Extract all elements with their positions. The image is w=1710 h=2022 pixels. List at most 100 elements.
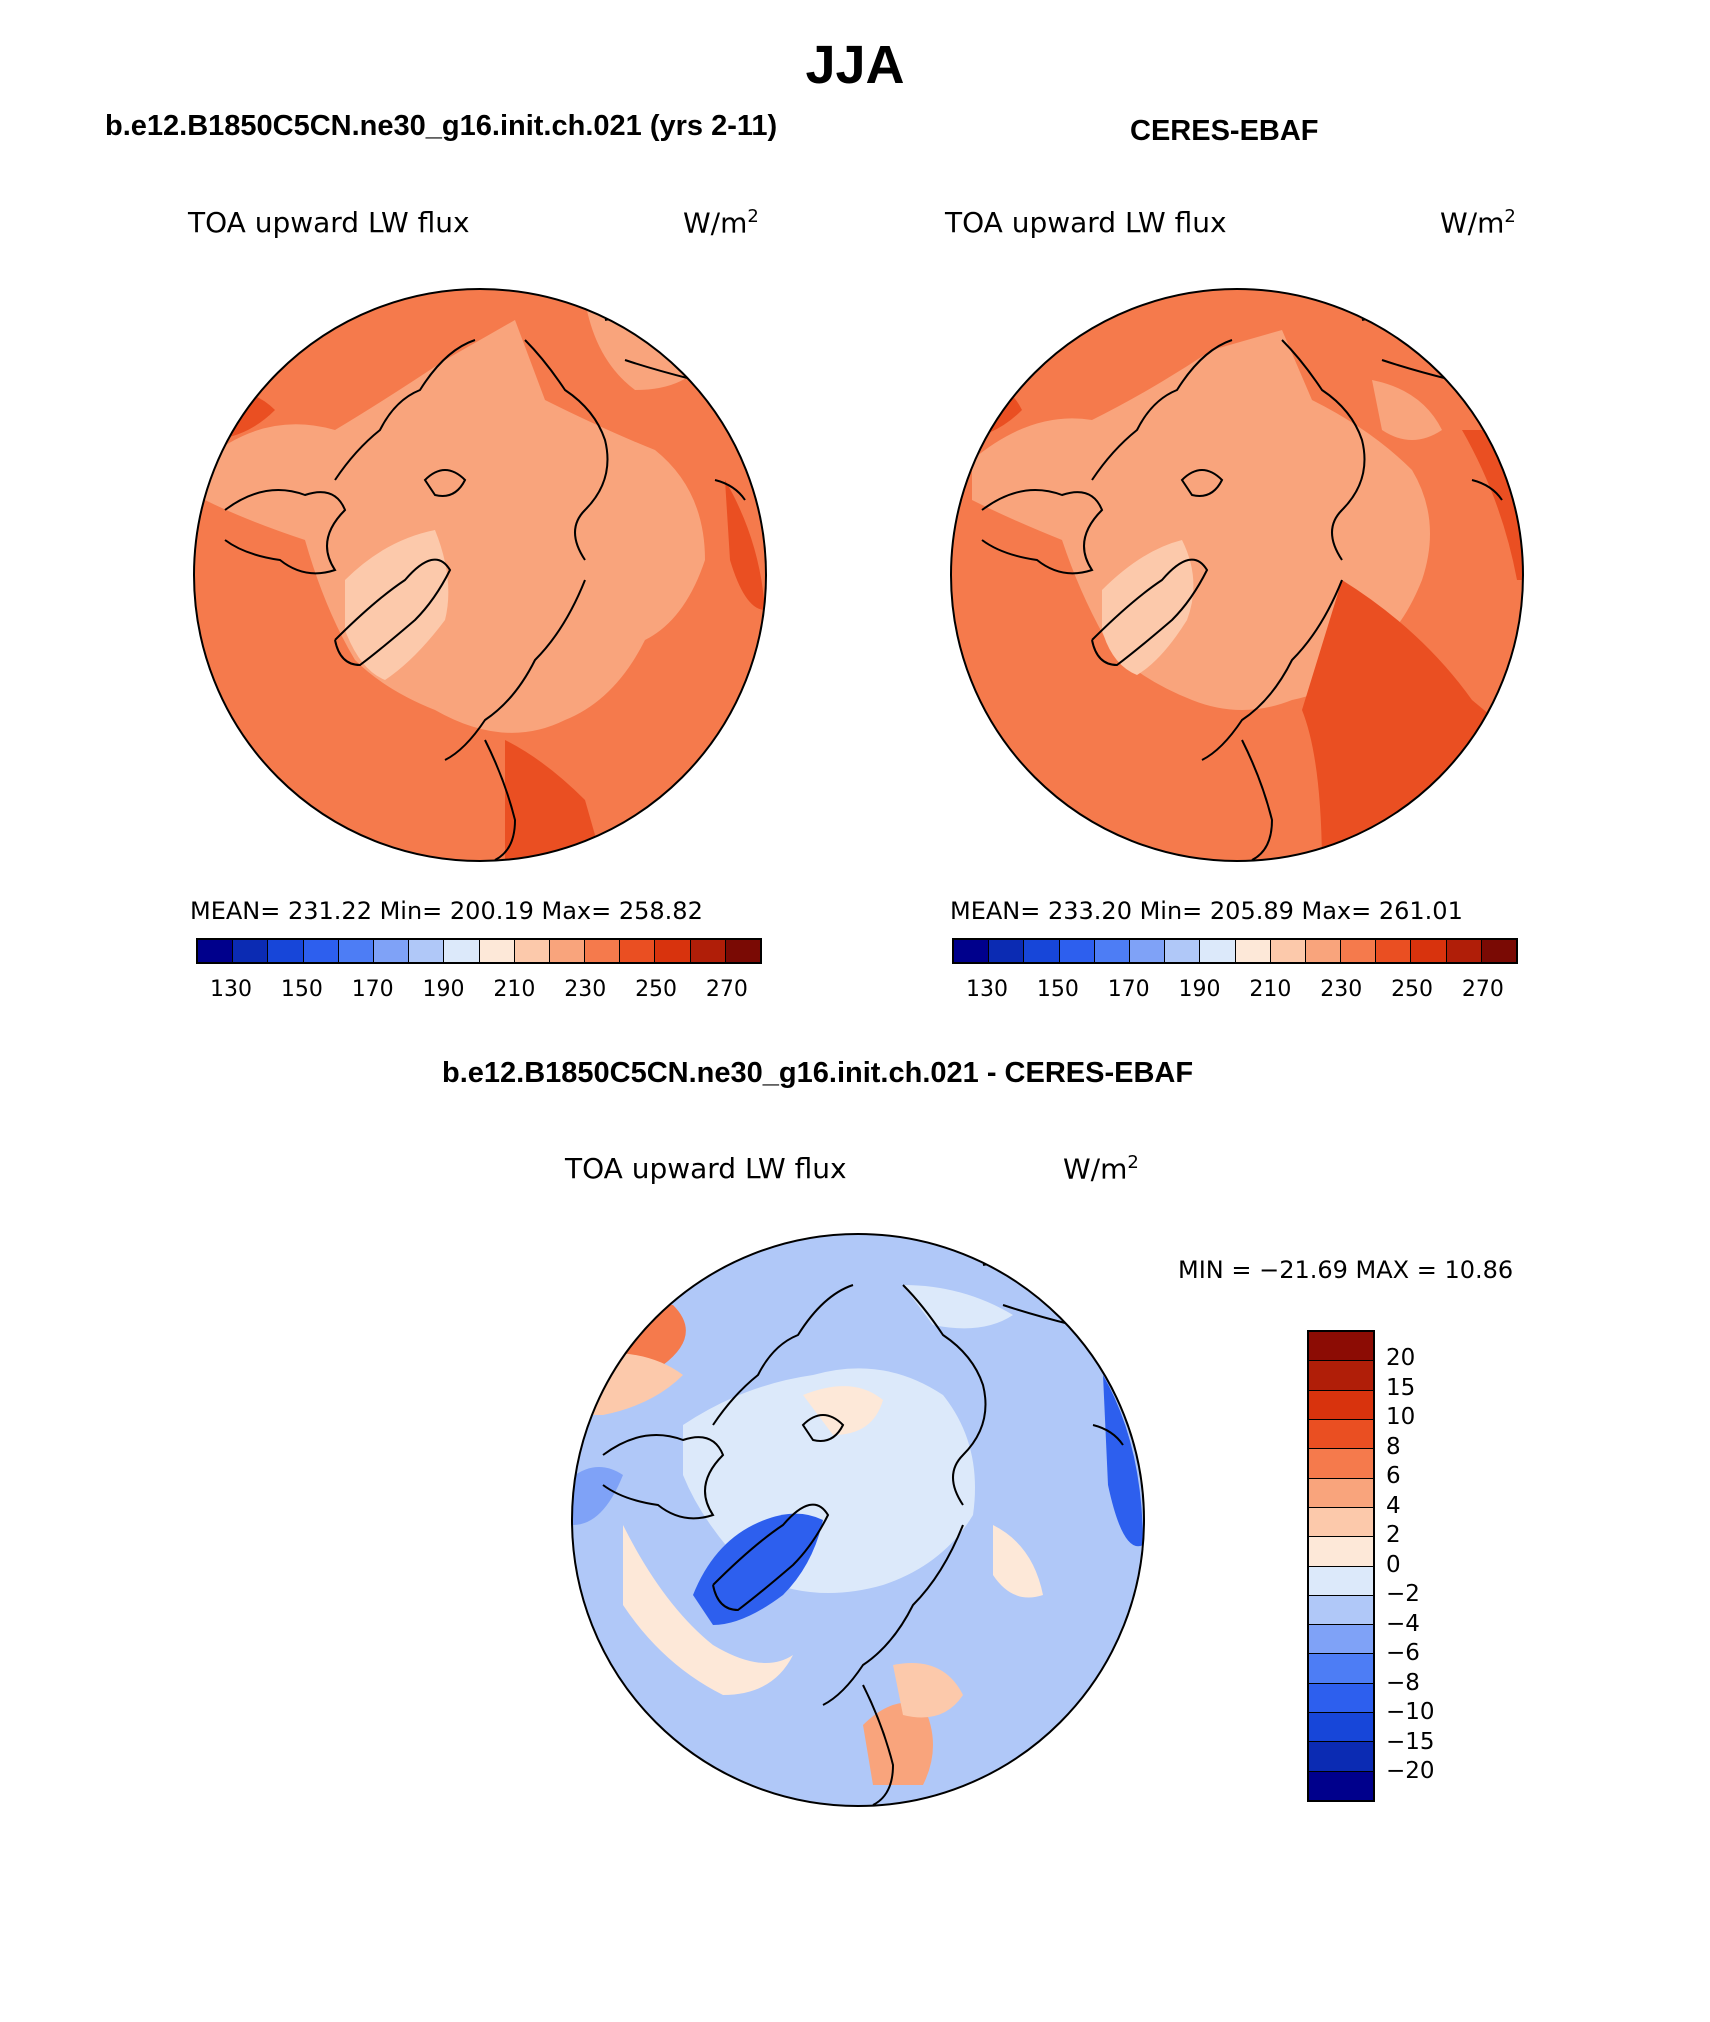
colorbar-swatch — [1309, 1566, 1373, 1596]
colorbar-swatch — [1309, 1478, 1373, 1508]
colorbar-swatch — [620, 940, 656, 962]
colorbar-swatch — [1129, 940, 1166, 962]
units-label-obs: W/m2 — [1440, 206, 1516, 240]
figure-title: JJA — [805, 35, 905, 95]
polar-map-obs — [950, 288, 1524, 862]
colorbar-level-label: −10 — [1386, 1699, 1435, 1725]
colorbar-swatch — [1411, 940, 1447, 962]
colorbar-swatch — [655, 940, 691, 962]
colorbar-swatch — [233, 940, 269, 962]
colorbar-tick-label: 230 — [1320, 977, 1363, 1002]
colorbar-swatch — [549, 940, 586, 962]
colorbar-level-label: 20 — [1386, 1345, 1416, 1371]
colorbar-tick-label: 270 — [1461, 977, 1504, 1002]
units-label-difference: W/m2 — [1063, 1152, 1139, 1186]
colorbar-swatch — [1165, 940, 1201, 962]
colorbar-level-label: 15 — [1386, 1374, 1416, 1401]
colorbar-level-label: 6 — [1386, 1463, 1401, 1489]
colorbar-swatch — [198, 940, 234, 962]
colorbar-level-label: −15 — [1386, 1728, 1435, 1755]
colorbar-swatch — [1309, 1713, 1373, 1743]
colorbar-difference — [1307, 1330, 1375, 1802]
colorbar-ticks-obs: 130 150 170 190 210 230 250 270 — [966, 977, 1504, 1002]
colorbar-tick-label: 210 — [1249, 977, 1292, 1002]
variable-label-obs: TOA upward LW flux — [945, 206, 1227, 239]
colorbar-tick-label: 170 — [1107, 977, 1150, 1002]
colorbar-swatch — [409, 940, 445, 962]
units-label-model: W/m2 — [683, 206, 759, 240]
colorbar-tick-label: 250 — [1391, 977, 1434, 1002]
colorbar-tick-label: 190 — [1178, 977, 1221, 1002]
colorbar-swatch — [1309, 1419, 1373, 1450]
stats-obs: MEAN= 233.20 Min= 205.89 Max= 261.01 — [950, 897, 1463, 925]
colorbar-swatch — [303, 940, 339, 962]
colorbar-level-label: 2 — [1386, 1522, 1401, 1548]
colorbar-swatch — [514, 940, 550, 962]
colorbar-swatch — [1309, 1449, 1373, 1479]
panel-title-model: b.e12.B1850C5CN.ne30_g16.init.ch.021 (yr… — [105, 110, 778, 142]
colorbar-swatch — [1309, 1683, 1373, 1714]
colorbar-model — [196, 938, 762, 964]
colorbar-swatch — [479, 940, 515, 962]
colorbar-swatch — [1309, 1390, 1373, 1420]
colorbar-level-label: 10 — [1386, 1404, 1416, 1430]
colorbar-swatch — [1200, 940, 1236, 962]
colorbar-swatch — [1309, 1507, 1373, 1538]
colorbar-swatch — [585, 940, 621, 962]
colorbar-swatch — [1309, 1742, 1373, 1772]
panel-title-obs: CERES-EBAF — [1130, 115, 1319, 147]
colorbar-swatch — [1305, 940, 1342, 962]
colorbar-level-label: 8 — [1386, 1433, 1401, 1460]
colorbar-tick-label: 250 — [635, 977, 678, 1002]
colorbar-swatch — [1235, 940, 1271, 962]
colorbar-swatch — [1481, 940, 1516, 962]
colorbar-level-label: 0 — [1386, 1551, 1401, 1578]
colorbar-tick-label: 130 — [210, 977, 252, 1002]
colorbar-swatch — [1309, 1537, 1373, 1567]
colorbar-tick-label: 230 — [564, 977, 607, 1002]
colorbar-swatch — [989, 940, 1025, 962]
colorbar-swatch — [338, 940, 374, 962]
colorbar-swatch — [954, 940, 990, 962]
stats-difference: MIN = −21.69 MAX = 10.86 — [1178, 1256, 1514, 1284]
colorbar-swatch — [1446, 940, 1482, 962]
colorbar-level-label: −20 — [1386, 1758, 1435, 1784]
colorbar-swatch — [444, 940, 480, 962]
colorbar-obs — [952, 938, 1518, 964]
colorbar-level-label: −4 — [1386, 1610, 1420, 1637]
colorbar-tick-label: 150 — [280, 977, 323, 1002]
colorbar-swatch — [1309, 1625, 1373, 1655]
colorbar-swatch — [1376, 940, 1412, 962]
colorbar-swatch — [1309, 1332, 1373, 1362]
colorbar-swatch — [725, 940, 760, 962]
polar-map-model — [193, 288, 767, 862]
colorbar-swatch — [1059, 940, 1095, 962]
colorbar-labels-difference: 20 15 10 8 6 4 2 0 −2 −4 −6 −8 −10 −15 −20 — [1386, 1344, 1435, 1787]
variable-label-difference: TOA upward LW flux — [565, 1152, 847, 1185]
colorbar-swatch — [1309, 1595, 1373, 1626]
colorbar-swatch — [1309, 1361, 1373, 1391]
colorbar-swatch — [268, 940, 304, 962]
colorbar-swatch — [1094, 940, 1130, 962]
colorbar-level-label: 4 — [1386, 1492, 1401, 1519]
colorbar-ticks-model: 130 150 170 190 210 230 250 270 — [210, 977, 748, 1002]
colorbar-swatch — [1309, 1654, 1373, 1684]
colorbar-swatch — [690, 940, 726, 962]
variable-label-model: TOA upward LW flux — [188, 206, 470, 239]
colorbar-level-label: −2 — [1386, 1581, 1420, 1607]
polar-map-difference — [571, 1233, 1145, 1807]
colorbar-tick-label: 210 — [493, 977, 536, 1002]
colorbar-swatch — [373, 940, 410, 962]
colorbar-level-label: −6 — [1386, 1640, 1420, 1666]
colorbar-tick-label: 270 — [705, 977, 748, 1002]
colorbar-swatch — [1341, 940, 1377, 962]
stats-model: MEAN= 231.22 Min= 200.19 Max= 258.82 — [190, 897, 703, 925]
colorbar-tick-label: 170 — [351, 977, 394, 1002]
colorbar-swatch — [1309, 1771, 1373, 1800]
colorbar-swatch — [1270, 940, 1306, 962]
colorbar-tick-label: 190 — [422, 977, 465, 1002]
colorbar-level-label: −8 — [1386, 1669, 1420, 1696]
colorbar-swatch — [1024, 940, 1060, 962]
panel-title-difference: b.e12.B1850C5CN.ne30_g16.init.ch.021 - C… — [442, 1057, 1194, 1089]
colorbar-tick-label: 150 — [1036, 977, 1079, 1002]
